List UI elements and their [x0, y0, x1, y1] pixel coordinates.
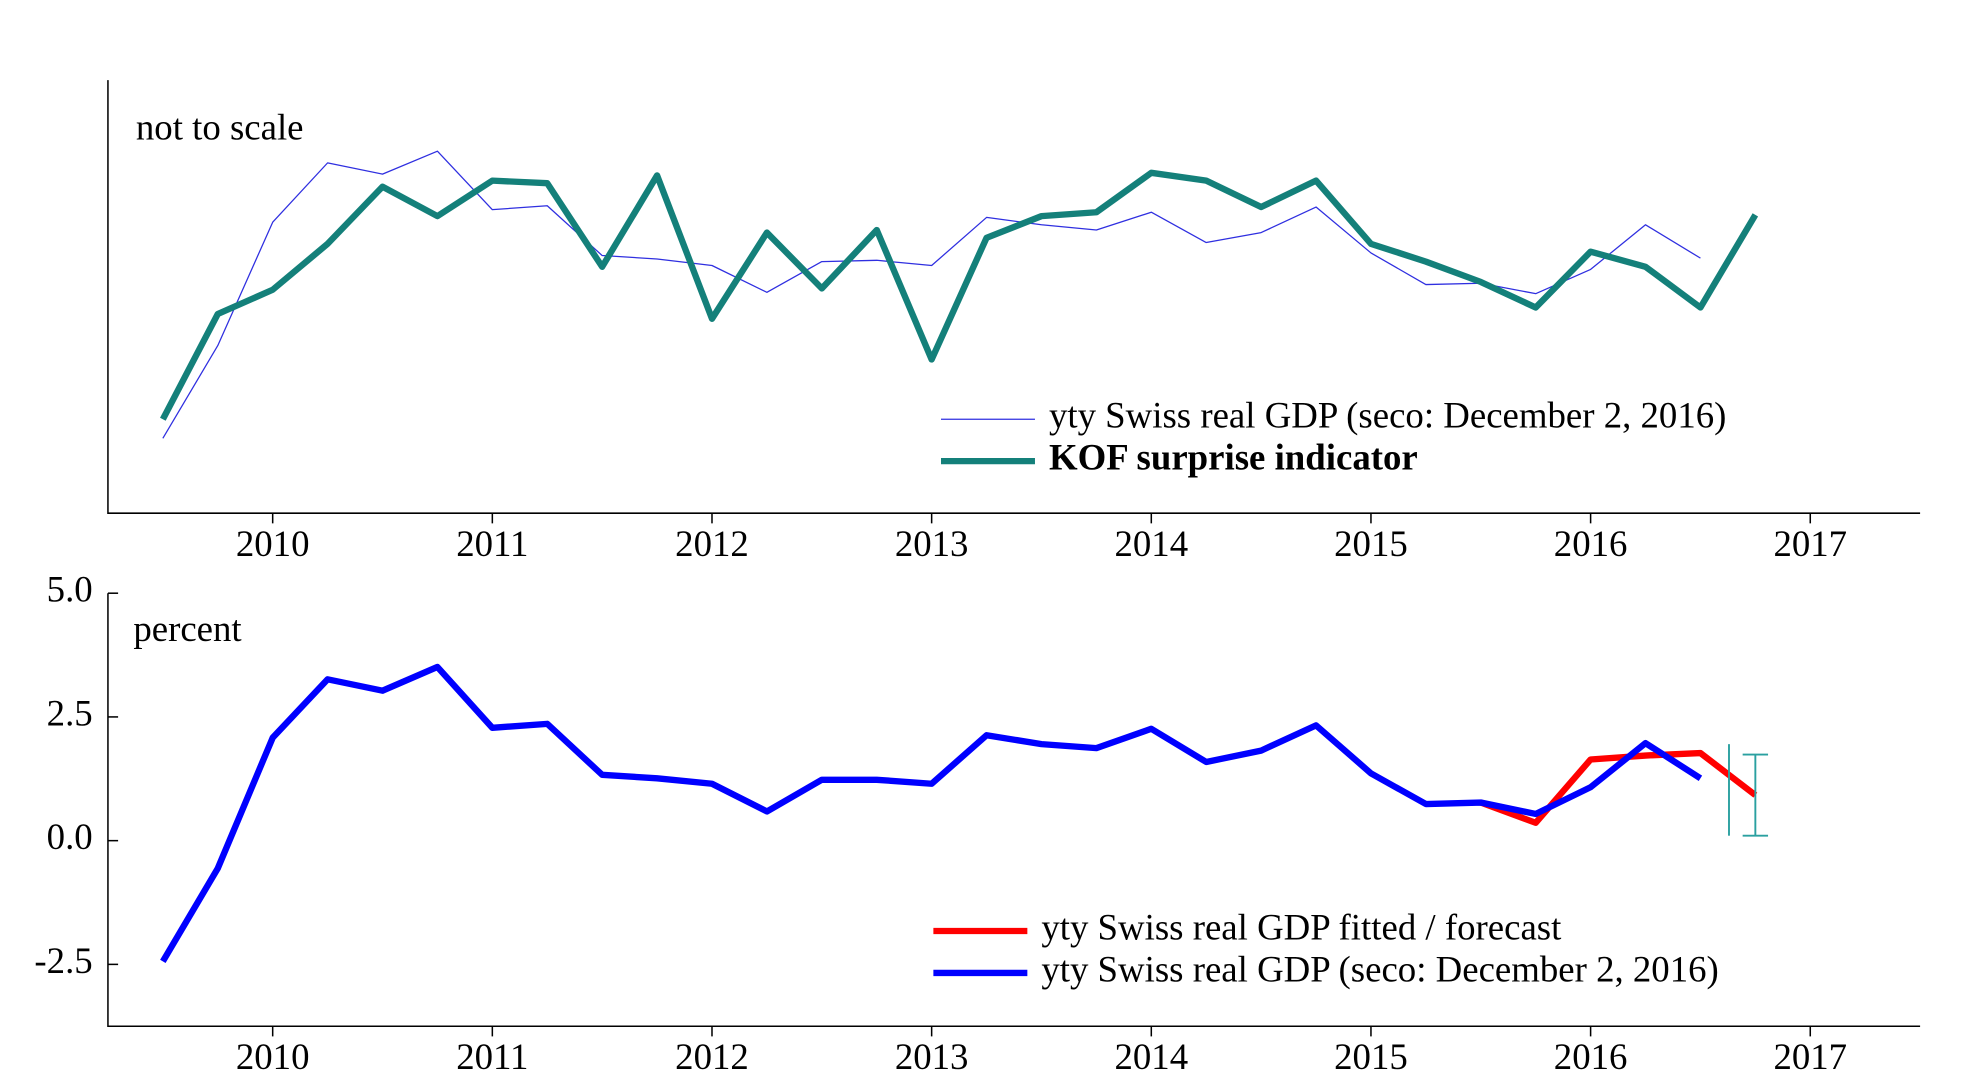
data-line	[160, 169, 1759, 421]
x-tick-label: 2013	[895, 523, 969, 564]
y-tick-label: 0.0	[47, 816, 93, 857]
legend-label: yty Swiss real GDP fitted / forecast	[1041, 906, 1562, 947]
x-tick-label: 2017	[1773, 1036, 1847, 1077]
y-tick-label: 5.0	[47, 569, 93, 610]
legend-label: yty Swiss real GDP (seco: December 2, 20…	[1041, 948, 1718, 989]
x-tick-label: 2015	[1334, 523, 1408, 564]
axis	[107, 80, 1921, 514]
error-bar	[1742, 753, 1769, 837]
y-tick-label: -2.5	[34, 940, 92, 981]
data-line	[1479, 749, 1758, 827]
x-tick-label: 2015	[1334, 1036, 1408, 1077]
axis	[107, 593, 1921, 1027]
x-tick-label: 2014	[1114, 523, 1188, 564]
y-tick-label: 2.5	[47, 692, 93, 733]
x-tick-label: 2012	[675, 523, 749, 564]
x-tick-label: 2011	[456, 1036, 528, 1077]
legend-label: KOF surprise indicator	[1049, 437, 1418, 478]
x-tick-label: 2011	[456, 523, 528, 564]
data-line	[162, 150, 1701, 439]
x-tick-label: 2012	[675, 1036, 749, 1077]
x-tick-label: 2010	[236, 1036, 310, 1077]
x-tick-label: 2013	[895, 1036, 969, 1077]
annotation: not to scale	[136, 106, 304, 147]
x-tick-label: 2017	[1773, 523, 1847, 564]
x-tick-label: 2016	[1554, 1036, 1628, 1077]
x-tick-label: 2014	[1114, 1036, 1188, 1077]
x-tick-label: 2010	[236, 523, 310, 564]
legend-label: yty Swiss real GDP (seco: December 2, 20…	[1049, 395, 1726, 436]
x-tick-label: 2016	[1554, 523, 1628, 564]
data-line	[160, 663, 1703, 964]
annotation: percent	[133, 608, 242, 649]
